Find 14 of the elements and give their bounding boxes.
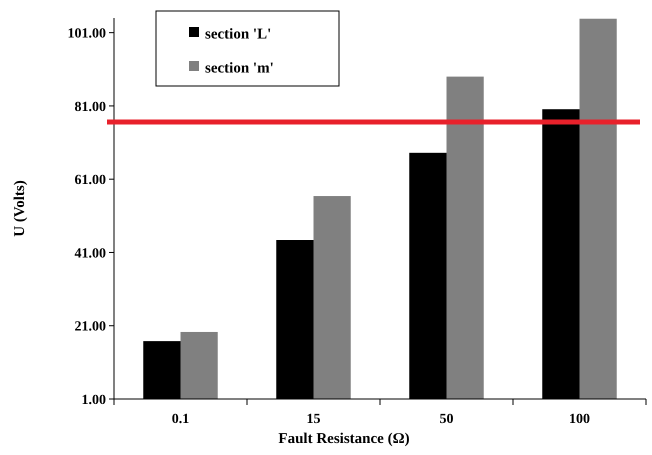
legend-label: section 'm' bbox=[205, 60, 274, 76]
x-tick-label: 15 bbox=[306, 412, 320, 427]
x-tick-label: 100 bbox=[569, 412, 590, 427]
y-tick-label: 61.00 bbox=[74, 173, 106, 188]
y-tick-label: 41.00 bbox=[74, 246, 106, 262]
y-tick-label: 81.00 bbox=[74, 100, 106, 115]
x-axis-title: Fault Resistance (Ω) bbox=[278, 431, 410, 447]
x-tick-label: 50 bbox=[440, 412, 454, 427]
y-tick-label: 21.00 bbox=[74, 320, 106, 335]
y-tick-label: 101.00 bbox=[68, 26, 106, 42]
y-tick-label: 1.00 bbox=[82, 392, 106, 408]
x-tick-label: 0.1 bbox=[172, 412, 190, 427]
y-axis-title: U (Volts) bbox=[12, 180, 28, 237]
legend-label: section 'L' bbox=[205, 26, 272, 42]
